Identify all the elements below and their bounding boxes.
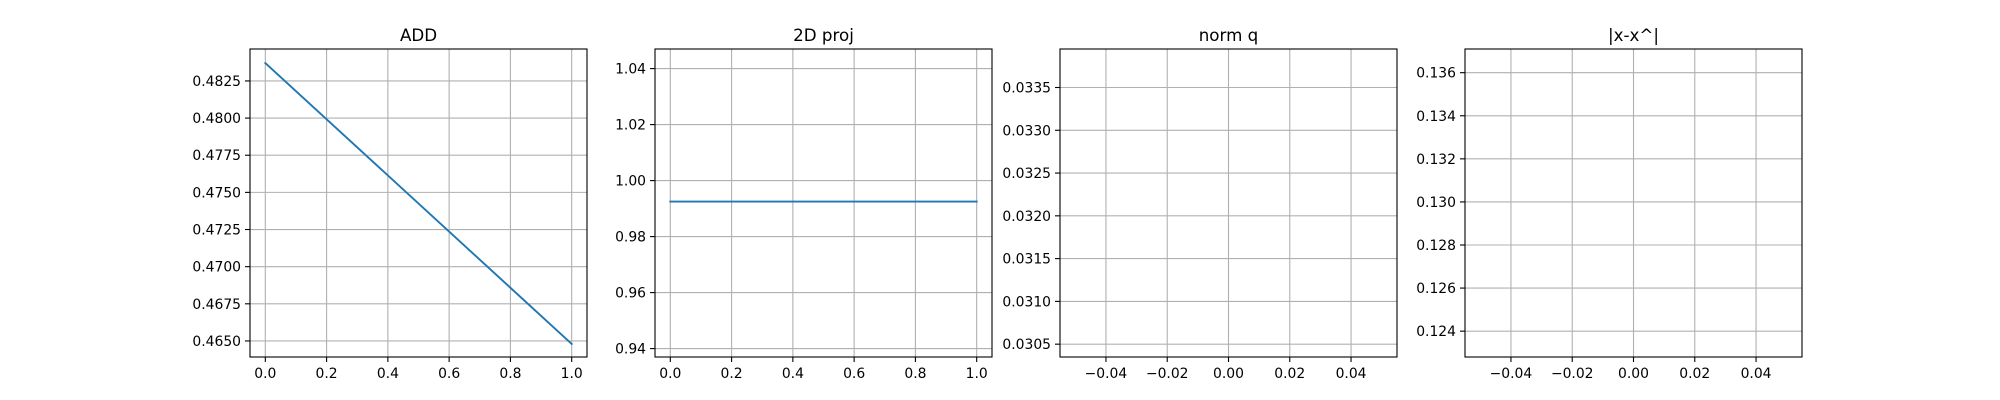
y-tick-label: 0.4675: [192, 297, 241, 313]
x-tick-label: 0.04: [1336, 366, 1367, 382]
x-tick-label: −0.02: [1551, 366, 1594, 382]
x-tick-label: 0.00: [1213, 366, 1244, 382]
y-tick-label: 0.0310: [1002, 294, 1051, 310]
y-tick-label: 0.4775: [192, 148, 241, 164]
x-tick-label: −0.04: [1490, 366, 1533, 382]
y-tick-label: 0.4700: [192, 260, 241, 276]
y-tick-label: 0.4750: [192, 185, 241, 201]
y-tick-label: 0.96: [615, 286, 646, 302]
y-tick-label: 0.98: [615, 230, 646, 246]
series-line: [263, 61, 574, 346]
chart-title: |x-x^|: [1608, 25, 1659, 45]
y-tick-label: 0.4725: [192, 223, 241, 239]
x-tick-label: 0.6: [843, 366, 865, 382]
plot-frame: [654, 48, 993, 358]
y-tick-label: 0.132: [1416, 152, 1456, 168]
y-tick-label: 0.0330: [1002, 123, 1051, 139]
y-tick-label: 0.128: [1416, 238, 1456, 254]
x-tick-label: 0.4: [782, 366, 804, 382]
x-tick-label: 1.0: [561, 366, 583, 382]
x-tick-label: 0.0: [254, 366, 276, 382]
chart-panel-3: −0.04 −0.02 0.00 0.02 0.04 0.0305 0.0310 0.0315…: [1002, 25, 1398, 382]
x-tick-label: 0.8: [499, 366, 521, 382]
y-tick-label: 0.0305: [1002, 337, 1051, 353]
x-tick-label: 1.0: [966, 366, 988, 382]
x-tick-label: 0.00: [1618, 366, 1649, 382]
y-tick-label: 0.0320: [1002, 209, 1051, 225]
plot-frame: [249, 48, 588, 358]
chart-title: ADD: [400, 25, 437, 45]
y-tick-label: 0.126: [1416, 281, 1456, 297]
x-tick-label: 0.04: [1741, 366, 1772, 382]
x-tick-label: −0.02: [1146, 366, 1189, 382]
x-tick-label: 0.8: [904, 366, 926, 382]
y-tick-label: 0.4800: [192, 111, 241, 127]
y-tick-label: 0.124: [1416, 324, 1456, 340]
y-tick-label: 1.04: [615, 62, 646, 78]
chart-panel-4: −0.04 −0.02 0.00 0.02 0.04 0.124 0.126 0.128 0.1…: [1416, 25, 1803, 382]
chart-panel-2: 0.0 0.2 0.4 0.6 0.8 1.0 0.94 0.96 0.98 1.00 1.02 1.…: [615, 25, 993, 382]
chart-title: 2D proj: [793, 25, 854, 45]
y-tick-label: 0.4650: [192, 334, 241, 350]
y-tick-label: 0.136: [1416, 66, 1456, 82]
x-tick-label: 0.02: [1274, 366, 1305, 382]
y-tick-label: 0.134: [1416, 109, 1456, 125]
y-tick-label: 0.0325: [1002, 166, 1051, 182]
chart-title: norm q: [1199, 25, 1259, 45]
x-tick-label: 0.2: [721, 366, 743, 382]
x-tick-label: 0.2: [316, 366, 338, 382]
y-tick-label: 1.00: [615, 174, 646, 190]
y-tick-label: 0.0335: [1002, 81, 1051, 97]
y-tick-label: 0.94: [615, 342, 646, 358]
x-tick-label: 0.02: [1679, 366, 1710, 382]
x-tick-label: −0.04: [1085, 366, 1128, 382]
y-tick-label: 0.130: [1416, 195, 1456, 211]
y-tick-label: 0.4825: [192, 74, 241, 90]
x-tick-label: 0.6: [438, 366, 460, 382]
chart-panel-1: 0.0 0.2 0.4 0.6 0.8 1.0 0.4650 0.4675 0.4700 0.47…: [192, 25, 588, 382]
y-tick-label: 0.0315: [1002, 252, 1051, 268]
x-tick-label: 0.4: [377, 366, 399, 382]
x-tick-label: 0.0: [659, 366, 681, 382]
y-tick-label: 1.02: [615, 118, 646, 134]
